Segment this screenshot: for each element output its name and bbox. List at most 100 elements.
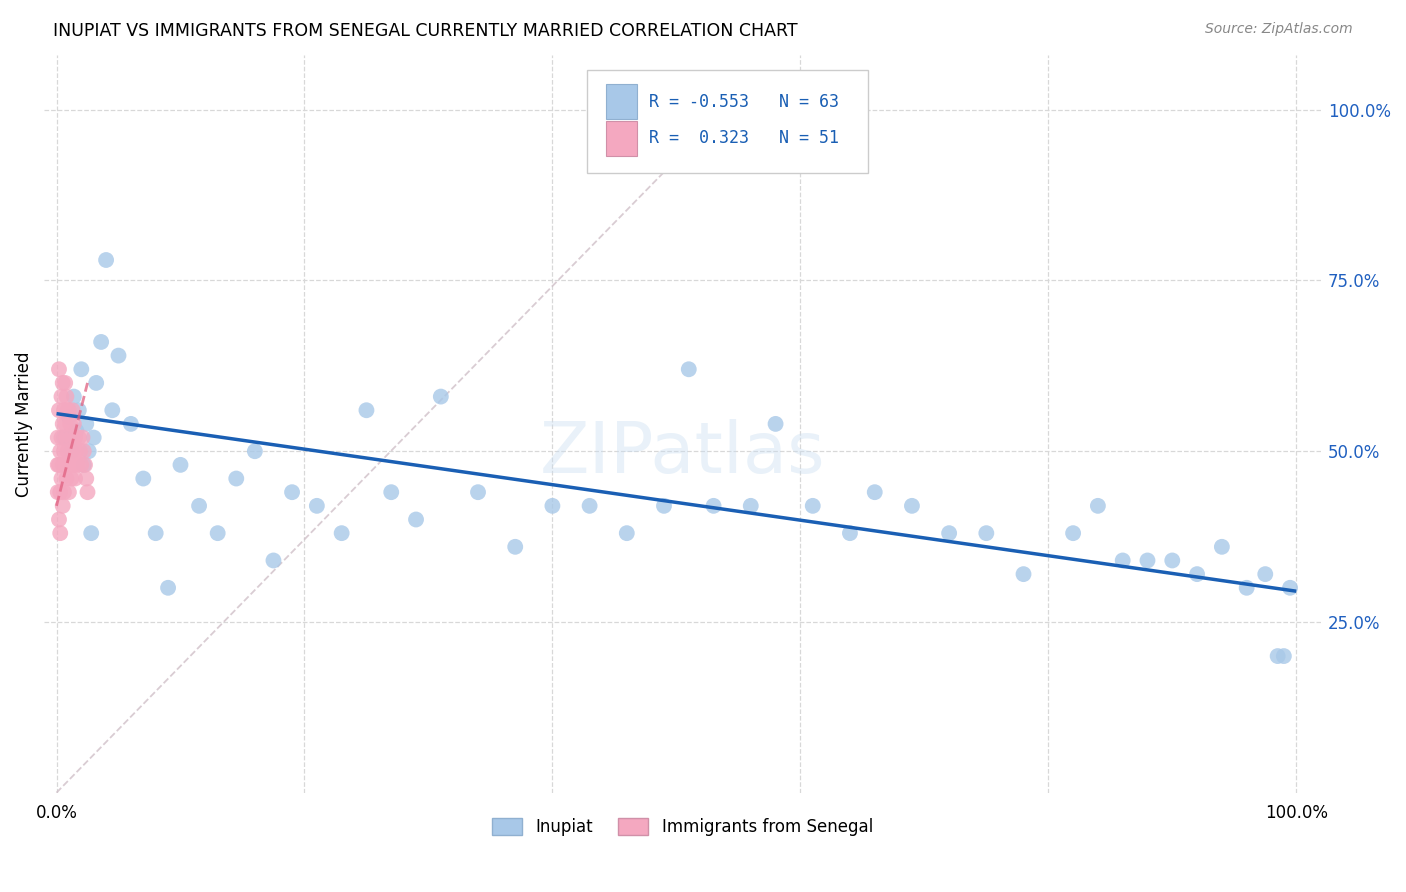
Point (1161, 553, 1184, 567)
Point (405, 512, 427, 526)
Point (541, 499, 564, 513)
Point (84, 376, 107, 390)
Point (70, 362, 93, 376)
Point (652, 499, 675, 513)
Point (58, 485, 80, 500)
Point (801, 499, 824, 513)
Point (52, 417, 75, 431)
Point (48, 362, 70, 376)
Point (55, 431, 77, 445)
Text: ZIPatlas: ZIPatlas (540, 419, 825, 488)
Legend: Inupiat, Immigrants from Senegal: Inupiat, Immigrants from Senegal (492, 818, 873, 836)
Point (1185, 567, 1208, 582)
Point (53, 417, 76, 431)
Point (52, 499, 75, 513)
Point (55, 390, 77, 404)
Text: Source: ZipAtlas.com: Source: ZipAtlas.com (1205, 22, 1353, 37)
Point (356, 403, 378, 417)
Point (59, 417, 82, 431)
Point (65, 424, 87, 438)
Point (76, 485, 98, 500)
Point (58, 444, 80, 458)
Point (46, 458, 69, 472)
Point (72, 431, 94, 445)
Point (305, 499, 328, 513)
Point (77, 444, 100, 458)
Y-axis label: Currently Married: Currently Married (15, 351, 32, 497)
Point (48, 458, 70, 472)
Point (49, 485, 72, 500)
Point (73, 458, 96, 472)
Point (863, 485, 886, 500)
Point (63, 390, 86, 404)
Bar (606, 84, 637, 120)
Point (46, 485, 69, 500)
Point (56, 403, 79, 417)
Point (330, 526, 353, 541)
Point (1279, 581, 1302, 595)
Point (976, 526, 998, 541)
Point (578, 499, 600, 513)
Point (67, 403, 90, 417)
Point (48, 403, 70, 417)
Point (55, 471, 77, 485)
Point (467, 485, 489, 500)
Bar (606, 120, 637, 156)
Point (52, 431, 75, 445)
Point (616, 526, 638, 541)
Point (262, 553, 284, 567)
Point (58, 410, 80, 425)
Point (62, 444, 84, 458)
Point (120, 417, 142, 431)
Point (1136, 553, 1159, 567)
Point (63, 431, 86, 445)
Point (380, 485, 402, 500)
Point (53, 458, 76, 472)
Point (1211, 540, 1233, 554)
Point (281, 485, 304, 500)
Point (1087, 499, 1109, 513)
Point (430, 390, 453, 404)
Point (52, 485, 75, 500)
Point (58, 403, 80, 417)
Point (52, 444, 75, 458)
Point (765, 417, 787, 431)
Point (60, 471, 83, 485)
Point (503, 540, 526, 554)
Point (1062, 526, 1084, 541)
Point (63, 458, 86, 472)
Point (101, 403, 124, 417)
Point (1012, 567, 1035, 582)
Point (70, 458, 93, 472)
Point (243, 444, 266, 458)
Point (49, 444, 72, 458)
Point (65, 444, 87, 458)
Point (46, 431, 69, 445)
Point (59, 458, 82, 472)
Point (56, 444, 79, 458)
Point (94, 252, 117, 267)
Point (188, 499, 211, 513)
Point (678, 362, 700, 376)
Point (1254, 567, 1277, 582)
Text: R = -0.553   N = 63: R = -0.553 N = 63 (650, 93, 839, 111)
Point (1236, 581, 1258, 595)
Point (60, 431, 83, 445)
Point (740, 499, 762, 513)
Point (67, 431, 90, 445)
Point (839, 526, 862, 541)
Point (169, 458, 191, 472)
Point (75, 471, 97, 485)
Point (53, 376, 76, 390)
Point (225, 471, 247, 485)
Point (48, 512, 70, 526)
Point (1112, 553, 1135, 567)
Point (132, 471, 155, 485)
Point (49, 526, 72, 541)
Point (157, 581, 180, 595)
Point (51, 471, 73, 485)
Point (69, 444, 91, 458)
Point (703, 499, 725, 513)
Point (52, 376, 75, 390)
Point (901, 499, 924, 513)
